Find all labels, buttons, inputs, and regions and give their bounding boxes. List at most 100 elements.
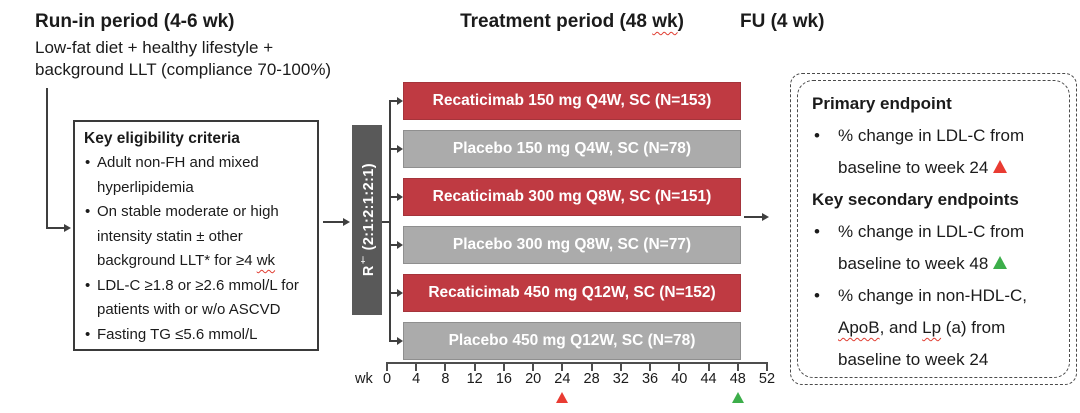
secondary-endpoint-2-pre: % change in non-HDL-C, [838, 286, 1027, 305]
bar-label: Placebo 150 mg Q4W, SC (N=78) [452, 140, 692, 157]
randomization-dagger: † [357, 255, 368, 266]
week-tick-label: 20 [525, 371, 542, 387]
bracket-stub-line [382, 221, 390, 223]
secondary-endpoint-2-mid: , and [879, 318, 923, 337]
week-tick-label: 8 [441, 371, 450, 387]
bracket-arm-line [391, 100, 397, 102]
runin-line-2: background LLT (compliance 70-100%) [35, 60, 332, 79]
week-tick [619, 362, 622, 371]
bullet-icon: • [814, 126, 820, 145]
randomization-label: R† (2:1:2:1:2:1) [358, 163, 377, 276]
week-tick [678, 362, 681, 371]
bracket-arm-line [391, 340, 397, 342]
secondary-endpoint-item-1: • % change in LDL-C from baseline to wee… [812, 216, 1057, 280]
week-tick [649, 362, 652, 371]
treatment-bar-placebo-300: Placebo 300 mg Q8W, SC (N=77) [403, 226, 741, 264]
treatment-period-title: Treatment period (48 wk) [403, 11, 741, 33]
bracket-arm-arrowhead-icon [397, 241, 403, 249]
treatment-bar-placebo-450: Placebo 450 mg Q12W, SC (N=78) [403, 322, 741, 360]
bracket-arm-line [391, 196, 397, 198]
week-tick-label: 16 [495, 371, 512, 387]
eligibility-item-4: Fasting TG ≤5.6 mmol/L [84, 323, 308, 348]
bracket-arm-arrowhead-icon [397, 97, 403, 105]
runin-period-description: Low-fat diet + healthy lifestyle + backg… [35, 37, 331, 81]
primary-endpoint-week-triangle-icon [556, 392, 569, 403]
eligibility-to-randomization-line [323, 221, 343, 223]
green-triangle-icon [993, 256, 1008, 269]
bracket-arm-line [391, 292, 397, 294]
week-tick-label: 32 [612, 371, 629, 387]
week-tick [766, 362, 768, 371]
secondary-endpoint-1-text-body: % change in LDL-C from baseline to week … [838, 222, 1025, 273]
fu-period-title: FU (4 wk) [740, 11, 825, 32]
primary-endpoint-text-body: % change in LDL-C from baseline to week … [838, 126, 1025, 177]
secondary-endpoints-title: Key secondary endpoints [812, 190, 1019, 209]
week-tick-label: 40 [671, 371, 688, 387]
eligibility-item-3: LDL-C ≥1.8 or ≥2.6 mmol/L for patients w… [84, 274, 308, 323]
eligibility-item-1: Adult non-FH and mixed hyperlipidemia [84, 151, 308, 200]
treatment-bar-recaticimab-450: Recaticimab 450 mg Q12W, SC (N=152) [403, 274, 741, 312]
endpoints-panel-inner: Primary endpoint • % change in LDL-C fro… [797, 80, 1070, 378]
runin-connector-horizontal-line [46, 227, 64, 229]
eligibility-item-2: On stable moderate or high intensity sta… [84, 200, 308, 274]
week-tick [502, 362, 505, 371]
week-tick [473, 362, 476, 371]
secondary-endpoint-2-text: % change in non-HDL-C, ApoB, and Lp (a) … [838, 280, 1050, 376]
red-triangle-icon [993, 160, 1008, 173]
week-tick-label: 12 [466, 371, 483, 387]
bracket-arm-line [391, 244, 397, 246]
runin-line-1: Low-fat diet + healthy lifestyle + [35, 38, 274, 57]
treatment-bar-recaticimab-300: Recaticimab 300 mg Q8W, SC (N=151) [403, 178, 741, 216]
runin-period-title: Run-in period (4-6 wk) [35, 11, 235, 32]
week-tick [415, 362, 418, 371]
bar-label: Recaticimab 150 mg Q4W, SC (N=153) [432, 92, 712, 109]
week-tick-label: 44 [700, 371, 717, 387]
secondary-endpoint-2-wavy-apob: ApoB [838, 318, 880, 337]
week-tick-label: 4 [412, 371, 421, 387]
week-tick [707, 362, 710, 371]
treatment-to-endpoints-arrowhead-icon [762, 212, 769, 221]
treatment-title-paren: ) [677, 11, 684, 32]
eligibility-item-2-wavy-word: wk [256, 252, 276, 269]
week-tick [444, 362, 447, 371]
treatment-title-text: Treatment period (48 [460, 11, 653, 32]
bar-label: Recaticimab 300 mg Q8W, SC (N=151) [432, 188, 712, 205]
week-tick-label: 28 [583, 371, 600, 387]
bracket-arm-arrowhead-icon [397, 145, 403, 153]
week-tick [386, 362, 388, 371]
week-tick [532, 362, 535, 371]
week-tick-label: 24 [554, 371, 571, 387]
bullet-icon: • [814, 222, 820, 241]
bracket-arm-arrowhead-icon [397, 193, 403, 201]
primary-endpoint-title: Primary endpoint [812, 94, 952, 113]
eligibility-to-randomization-arrowhead-icon [343, 217, 350, 226]
week-tick-label: 0 [382, 371, 392, 387]
bar-label: Placebo 300 mg Q8W, SC (N=77) [452, 236, 692, 253]
randomization-bar: R† (2:1:2:1:2:1) [352, 125, 382, 315]
bar-label: Recaticimab 450 mg Q12W, SC (N=152) [428, 284, 716, 301]
bracket-arm-arrowhead-icon [397, 337, 403, 345]
randomization-ratio: (2:1:2:1:2:1) [360, 163, 377, 256]
bullet-icon: • [814, 286, 820, 305]
runin-connector-arrowhead-icon [64, 223, 71, 232]
week-tick-label: 48 [729, 371, 746, 387]
runin-connector-vertical-line [46, 88, 48, 229]
bar-label: Placebo 450 mg Q12W, SC (N=78) [448, 332, 696, 349]
secondary-endpoint-1-text: % change in LDL-C from baseline to week … [838, 216, 1050, 280]
secondary-endpoint-2-post: (a) from baseline to week 24 [838, 318, 1006, 369]
eligibility-item-2-text: On stable moderate or high intensity sta… [97, 203, 279, 269]
treatment-bar-recaticimab-150: Recaticimab 150 mg Q4W, SC (N=153) [403, 82, 741, 120]
treatment-title-wavy-word: wk [652, 11, 678, 32]
eligibility-title: Key eligibility criteria [84, 130, 240, 147]
eligibility-criteria-box: Key eligibility criteria Adult non-FH an… [73, 120, 319, 351]
endpoints-panel: Primary endpoint • % change in LDL-C fro… [790, 73, 1077, 385]
week-axis-line [387, 362, 768, 364]
secondary-endpoint-week-triangle-icon [731, 392, 744, 403]
week-tick [561, 362, 564, 371]
bracket-arm-arrowhead-icon [397, 289, 403, 297]
secondary-endpoint-item-2: • % change in non-HDL-C, ApoB, and Lp (a… [812, 280, 1057, 376]
week-tick [590, 362, 593, 371]
randomization-r: R [360, 265, 377, 277]
week-tick [736, 362, 739, 371]
